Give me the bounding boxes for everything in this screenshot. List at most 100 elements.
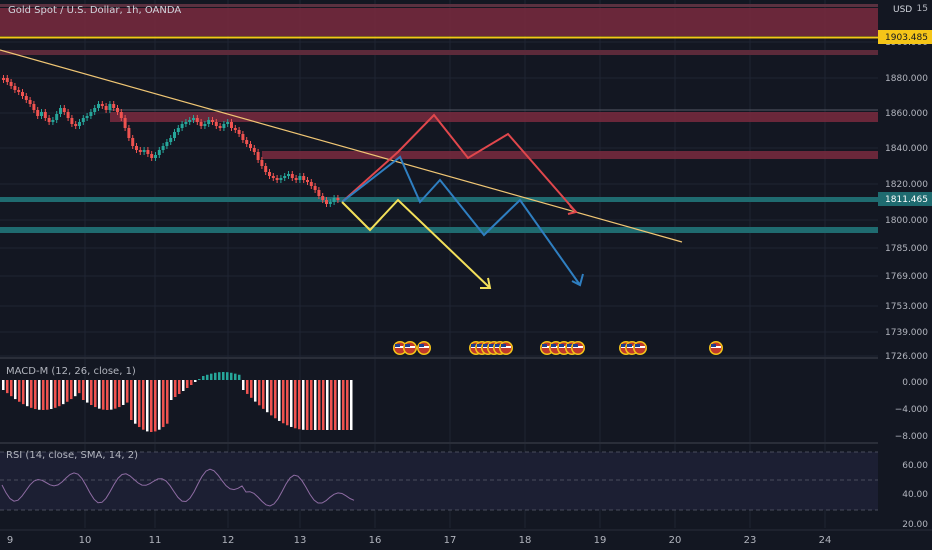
macd-bar [110, 380, 113, 410]
flag-canton [711, 344, 716, 347]
macd-bar [250, 380, 253, 398]
time-tick-label: 23 [744, 535, 757, 546]
us-flag-icon[interactable] [403, 341, 417, 355]
candle-body [123, 118, 127, 128]
macd-bar [102, 380, 105, 410]
macd-bar [198, 379, 201, 380]
flag-canton [573, 344, 578, 347]
candle-body [283, 176, 287, 178]
candle-body [325, 200, 328, 204]
macd-bar [258, 380, 261, 406]
us-flag-icon[interactable] [571, 341, 585, 355]
candle-body [336, 198, 340, 200]
time-tick-label: 11 [149, 535, 162, 546]
price-tick-label: 1785.000 [885, 244, 928, 254]
candle-body [40, 112, 43, 116]
candle-body [302, 176, 306, 180]
macd-bar [86, 380, 89, 403]
flag-canton [551, 344, 556, 347]
candle-body [70, 118, 74, 124]
macd-bar [342, 380, 345, 430]
candle-body [81, 118, 85, 122]
rsi-title[interactable]: RSI (14, close, SMA, 14, 2) [6, 450, 139, 461]
us-flag-icon[interactable] [499, 341, 513, 355]
candle-body [256, 152, 260, 160]
candle-body [268, 172, 271, 176]
price-tick-label: 1840.000 [885, 144, 928, 154]
macd-bar [234, 373, 237, 380]
support-zone-1792 [0, 227, 878, 233]
macd-bar [218, 372, 221, 380]
us-flag-icon[interactable] [417, 341, 431, 355]
macd-bar [270, 380, 273, 416]
price-axis-bg [878, 0, 932, 550]
candle-body [180, 124, 184, 128]
time-tick-label: 19 [594, 535, 607, 546]
arrow-head-yellow [480, 277, 492, 289]
candle-body [32, 104, 36, 110]
flag-canton [471, 344, 476, 347]
flag-canton [559, 344, 564, 347]
macd-bar [238, 374, 241, 380]
candle-body [214, 122, 218, 126]
macd-bar [278, 380, 281, 421]
us-flag-icon[interactable] [633, 341, 647, 355]
macd-bar [162, 380, 165, 428]
candle-body [108, 104, 112, 110]
macd-bar [46, 380, 49, 410]
candle-body [93, 108, 97, 112]
macd-title[interactable]: MACD-M (12, 26, close, 1) [6, 366, 136, 377]
candle-body [211, 120, 214, 122]
flag-canton [635, 344, 640, 347]
candle-body [332, 198, 336, 202]
macd-bar [214, 372, 217, 380]
candle-body [203, 124, 207, 126]
price-label-bg [878, 30, 932, 44]
currency-label[interactable]: USD [893, 5, 913, 15]
macd-histogram [2, 372, 353, 432]
candle-body [226, 122, 230, 124]
time-tick-label: 16 [369, 535, 382, 546]
support-zone-1811 [0, 197, 878, 202]
macd-bar [22, 380, 25, 405]
candle-body [36, 110, 40, 116]
macd-bar [122, 380, 125, 405]
macd-bar [14, 380, 17, 400]
us-flag-icon[interactable] [709, 341, 723, 355]
time-tick-label: 17 [444, 535, 457, 546]
time-tick-label: 20 [669, 535, 682, 546]
flag-canton [501, 344, 506, 347]
arrow-head-red [567, 205, 578, 215]
grid [0, 0, 878, 528]
candle-body [135, 146, 138, 150]
price-tick-label: 1860.000 [885, 109, 928, 119]
macd-bar [154, 380, 157, 432]
current-price-label: 1903.485 [885, 33, 928, 43]
candle-body [146, 150, 150, 154]
resistance-zone-1858 [110, 112, 878, 122]
rsi-tick-label: 40.00 [902, 490, 928, 500]
symbol-title[interactable]: Gold Spot / U.S. Dollar, 1h, OANDA [8, 5, 182, 16]
macd-tick-label: −4.000 [895, 405, 929, 415]
flag-canton [495, 344, 500, 347]
arrow-head-blue [571, 273, 584, 287]
macd-bar [210, 373, 213, 380]
macd-bar [346, 380, 349, 430]
price-tick-label: 1820.000 [885, 180, 928, 190]
macd-bar [50, 380, 53, 410]
candle-body [264, 166, 268, 172]
macd-bar [70, 380, 73, 400]
us-flag-icon[interactable] [393, 341, 407, 355]
candle-body [100, 104, 104, 106]
macd-bar [34, 380, 37, 410]
macd-bar [150, 380, 153, 432]
macd-bar [182, 380, 185, 391]
candle-body [51, 120, 55, 122]
candle-body [2, 78, 5, 80]
macd-bar [334, 380, 337, 430]
macd-bar [146, 380, 149, 432]
macd-bar [178, 380, 181, 394]
macd-bar [166, 380, 169, 424]
